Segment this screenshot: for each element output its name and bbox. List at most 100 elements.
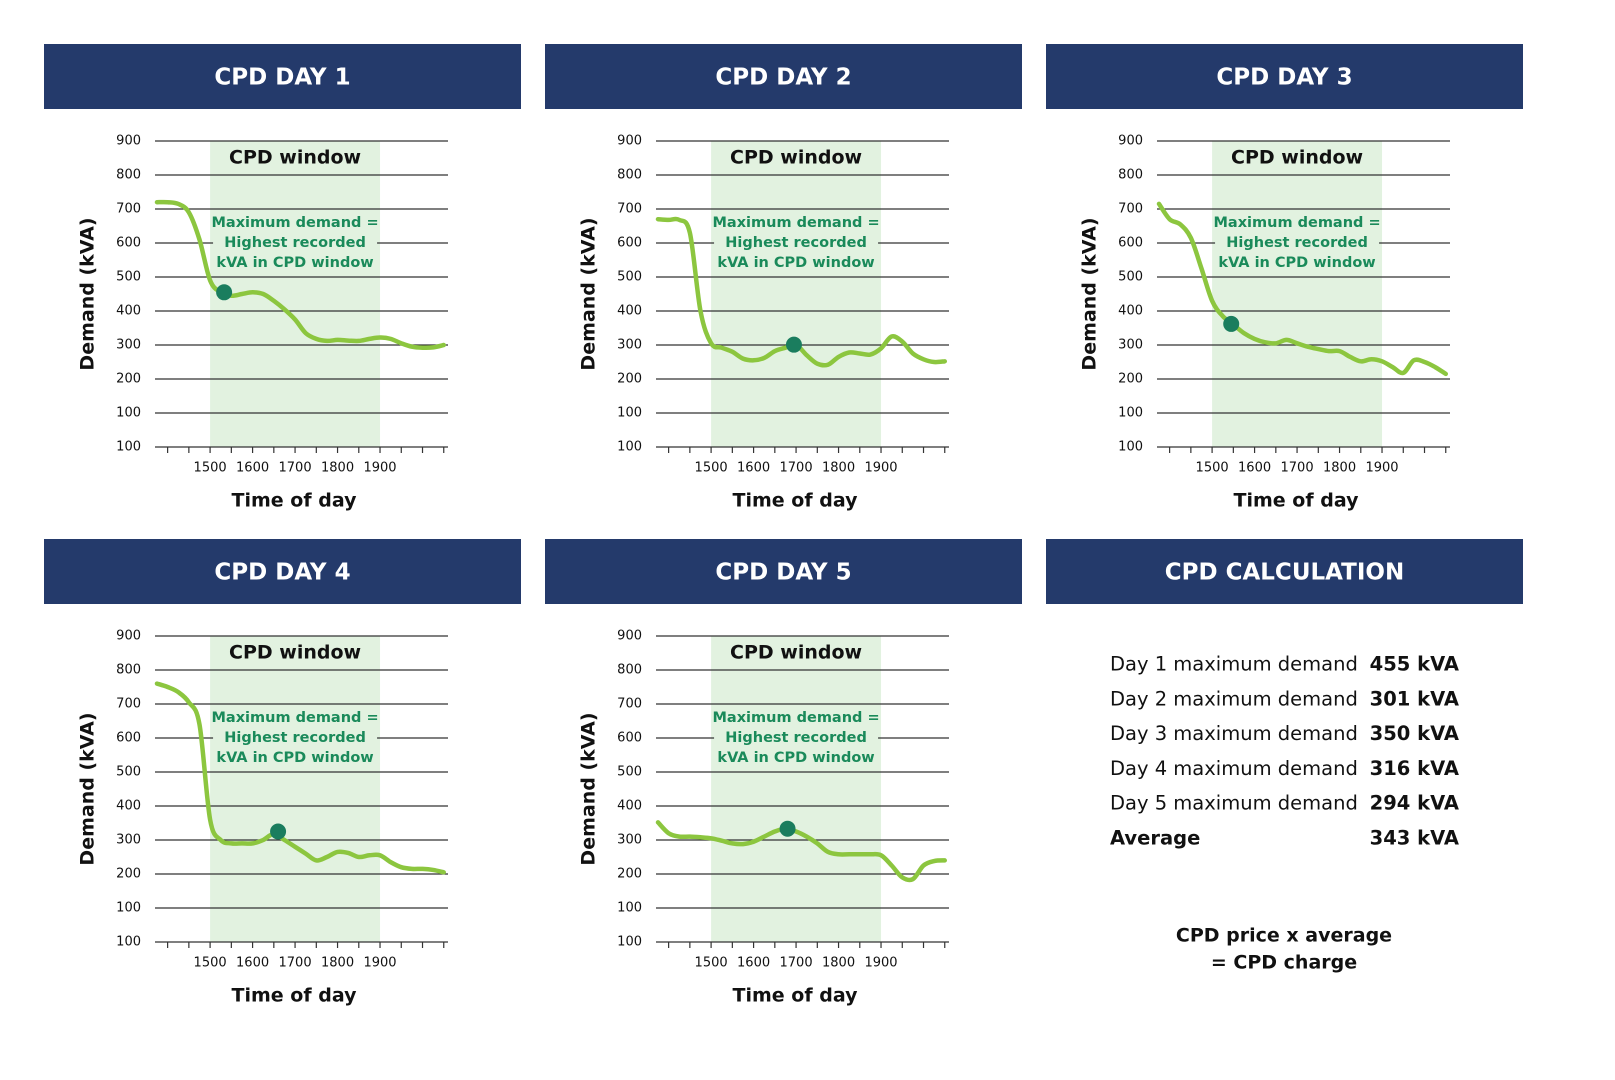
y-tick-label: 800 xyxy=(1118,168,1143,183)
panel-title: CPD DAY 3 xyxy=(1216,65,1352,91)
annotation: Maximum demand = xyxy=(712,710,879,726)
y-tick-label: 400 xyxy=(116,304,141,319)
calc-value: 350 kVA xyxy=(1370,722,1459,745)
y-tick-label: 200 xyxy=(116,372,141,387)
y-tick-label: 800 xyxy=(617,168,642,183)
y-tick-label: 600 xyxy=(1118,236,1143,251)
annotation: Maximum demand = xyxy=(1213,215,1380,231)
x-axis-title: Time of day xyxy=(232,490,358,512)
y-tick-label: 100 xyxy=(1118,440,1143,455)
x-tick-label: 1800 xyxy=(822,956,855,971)
y-tick-label: 500 xyxy=(1118,270,1143,285)
panel-header xyxy=(545,44,1022,109)
y-tick-label: 900 xyxy=(116,629,141,644)
y-axis-title: Demand (kVA) xyxy=(77,217,99,370)
x-tick-label: 1800 xyxy=(822,461,855,476)
annotation: Highest recorded xyxy=(1226,235,1368,251)
x-tick-label: 1700 xyxy=(780,956,813,971)
calc-value: 455 kVA xyxy=(1370,653,1459,676)
x-tick-label: 1500 xyxy=(695,461,728,476)
y-tick-label: 900 xyxy=(617,629,642,644)
cpd-window xyxy=(711,636,882,942)
x-tick-label: 1700 xyxy=(279,461,312,476)
peak-marker xyxy=(779,820,796,837)
demand-line xyxy=(154,199,447,351)
peak-marker xyxy=(785,336,802,353)
panel-header xyxy=(44,44,521,109)
x-tick-label: 1700 xyxy=(780,461,813,476)
calc-label: Day 5 maximum demand xyxy=(1110,792,1358,815)
y-tick-label: 100 xyxy=(116,406,141,421)
y-tick-label: 700 xyxy=(116,202,141,217)
y-tick-label: 700 xyxy=(1118,202,1143,217)
x-axis-title: Time of day xyxy=(1234,490,1360,512)
x-tick-label: 1500 xyxy=(1196,461,1229,476)
x-axis-title: Time of day xyxy=(733,985,859,1007)
x-tick-label: 1500 xyxy=(194,956,227,971)
panel-header xyxy=(1046,44,1523,109)
calc-value: 316 kVA xyxy=(1370,757,1459,780)
x-tick-label: 1600 xyxy=(1238,461,1271,476)
y-tick-label: 100 xyxy=(116,935,141,950)
peak-marker xyxy=(1223,315,1240,332)
y-tick-label: 100 xyxy=(617,935,642,950)
panel-header xyxy=(44,539,521,604)
y-tick-label: 300 xyxy=(617,338,642,353)
y-tick-label: 900 xyxy=(617,134,642,149)
panel-title: CPD DAY 4 xyxy=(214,560,350,586)
calc-label: Day 3 maximum demand xyxy=(1110,722,1358,745)
annotation: Maximum demand = xyxy=(211,710,378,726)
window-label: CPD window xyxy=(229,642,361,664)
annotation: Highest recorded xyxy=(224,235,366,251)
x-tick-label: 1700 xyxy=(279,956,312,971)
y-tick-label: 200 xyxy=(1118,372,1143,387)
annotation: kVA in CPD window xyxy=(1218,255,1375,271)
panel-title: CPD DAY 1 xyxy=(214,65,350,91)
y-tick-label: 100 xyxy=(1118,406,1143,421)
y-tick-label: 200 xyxy=(617,372,642,387)
annotation: kVA in CPD window xyxy=(216,255,373,271)
cpd-window xyxy=(1212,141,1383,447)
annotation: kVA in CPD window xyxy=(216,750,373,766)
y-tick-label: 500 xyxy=(116,765,141,780)
y-tick-label: 400 xyxy=(1118,304,1143,319)
x-tick-label: 1900 xyxy=(864,461,897,476)
x-tick-label: 1600 xyxy=(236,461,269,476)
y-tick-label: 900 xyxy=(1118,134,1143,149)
y-tick-label: 400 xyxy=(617,304,642,319)
calc-value: 294 kVA xyxy=(1370,792,1459,815)
y-tick-label: 500 xyxy=(617,765,642,780)
x-tick-label: 1800 xyxy=(321,461,354,476)
calc-note: CPD price x average xyxy=(1176,925,1392,947)
y-axis-title: Demand (kVA) xyxy=(578,217,600,370)
annotation: Highest recorded xyxy=(725,235,867,251)
annotation-bg xyxy=(213,212,378,274)
y-tick-label: 700 xyxy=(617,202,642,217)
y-tick-label: 600 xyxy=(116,236,141,251)
calc-note: = CPD charge xyxy=(1211,952,1357,974)
x-tick-label: 1600 xyxy=(737,461,770,476)
y-tick-label: 900 xyxy=(116,134,141,149)
panel-header xyxy=(1046,539,1523,604)
y-tick-label: 500 xyxy=(116,270,141,285)
y-tick-label: 100 xyxy=(116,440,141,455)
y-tick-label: 600 xyxy=(116,731,141,746)
calc-value: 301 kVA xyxy=(1370,687,1459,710)
cpd-window xyxy=(210,636,381,942)
y-tick-label: 200 xyxy=(617,867,642,882)
x-tick-label: 1900 xyxy=(363,461,396,476)
annotation: kVA in CPD window xyxy=(717,255,874,271)
panel-title: CPD CALCULATION xyxy=(1165,560,1404,586)
annotation: Highest recorded xyxy=(725,730,867,746)
y-axis-title: Demand (kVA) xyxy=(578,712,600,865)
x-tick-label: 1800 xyxy=(1323,461,1356,476)
window-label: CPD window xyxy=(229,147,361,169)
y-axis-title: Demand (kVA) xyxy=(77,712,99,865)
y-tick-label: 100 xyxy=(617,901,642,916)
y-tick-label: 500 xyxy=(617,270,642,285)
window-label: CPD window xyxy=(730,147,862,169)
panel-title: CPD DAY 2 xyxy=(715,65,851,91)
calc-label: Day 2 maximum demand xyxy=(1110,687,1358,710)
y-tick-label: 700 xyxy=(116,697,141,712)
